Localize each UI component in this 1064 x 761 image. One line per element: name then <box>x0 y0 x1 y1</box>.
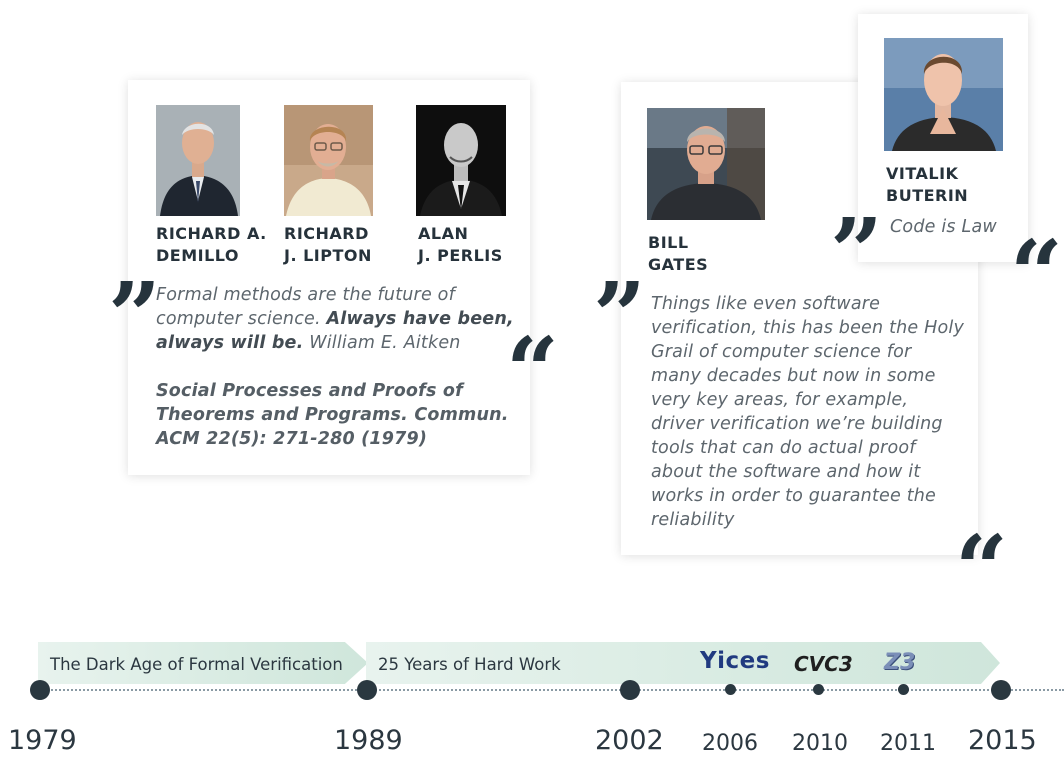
name-gates: BILL GATES <box>648 233 709 274</box>
quote-card-demillo-lipton-perlis: RICHARD A. DEMILLO RICHARD J. LIPTON ALA… <box>128 80 530 475</box>
quote-card-gates: BILL GATES Things like even software ver… <box>621 82 978 555</box>
year-label-2011: 2011 <box>880 731 936 756</box>
timeline-marker-2011 <box>898 684 909 695</box>
portrait-gates <box>647 108 765 220</box>
era-band-dark-age <box>38 642 368 684</box>
quote-holy-grail: Things like even software verification, … <box>651 294 965 530</box>
era-label-hard-work: 25 Years of Hard Work <box>378 655 561 674</box>
timeline-marker-1989 <box>357 680 377 700</box>
year-label-2006: 2006 <box>702 731 758 756</box>
open-quote-icon: “ <box>506 317 559 425</box>
name-lipton: RICHARD J. LIPTON <box>284 224 372 265</box>
close-quote-icon: ” <box>830 198 883 306</box>
z3-logo: Z3 <box>884 650 916 675</box>
name-demillo: RICHARD A. DEMILLO <box>156 224 267 265</box>
year-label-1979: 1979 <box>8 725 77 756</box>
close-quote-icon: ” <box>108 262 161 370</box>
yices-logo: Yices <box>700 648 770 674</box>
timeline-marker-2006 <box>725 684 736 695</box>
quote-card-buterin: VITALIK BUTERIN Code is Law <box>858 14 1028 262</box>
timeline-axis <box>40 689 1064 691</box>
quote-code-is-law: Code is Law <box>890 217 997 237</box>
timeline-marker-2015 <box>991 680 1011 700</box>
quote-formal-methods: Formal methods are the future of compute… <box>156 285 514 353</box>
year-label-2010: 2010 <box>792 731 848 756</box>
open-quote-icon: “ <box>955 515 1008 623</box>
portrait-buterin <box>884 38 1003 151</box>
timeline-marker-2002 <box>620 680 640 700</box>
portrait-demillo <box>156 105 240 216</box>
timeline-marker-1979 <box>30 680 50 700</box>
timeline-marker-2010 <box>813 684 824 695</box>
open-quote-icon: “ <box>1010 220 1063 328</box>
close-quote-icon: ” <box>593 262 646 370</box>
cvc3-logo: CVC3 <box>794 652 853 676</box>
year-label-2002: 2002 <box>595 725 664 756</box>
year-label-2015: 2015 <box>968 725 1037 756</box>
name-buterin: VITALIK BUTERIN <box>886 164 969 205</box>
era-label-dark-age: The Dark Age of Formal Verification <box>50 655 343 674</box>
name-perlis: ALAN J. PERLIS <box>418 224 503 265</box>
citation-social-processes: Social Processes and Proofs of Theorems … <box>156 381 509 449</box>
year-label-1989: 1989 <box>334 725 403 756</box>
era-band-hard-work <box>366 642 1000 684</box>
portrait-lipton <box>284 105 373 216</box>
portrait-perlis <box>416 105 506 216</box>
